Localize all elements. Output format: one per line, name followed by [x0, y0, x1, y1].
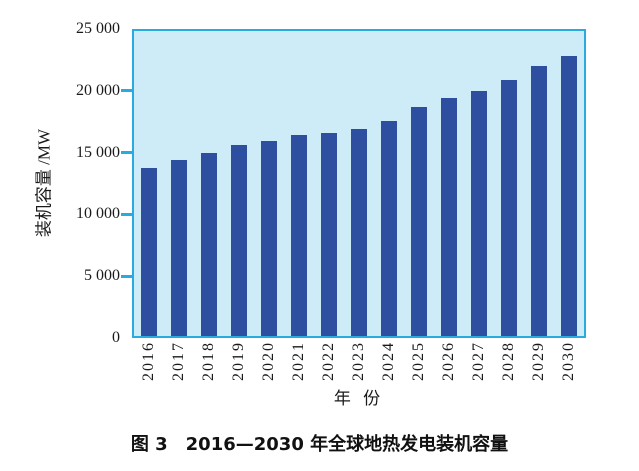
bar-2027	[471, 90, 487, 336]
y-tick-mark	[121, 274, 133, 278]
y-tick-mark	[121, 212, 133, 216]
y-tick-label: 15 000	[76, 143, 120, 161]
y-axis-tick-labels: 0 5 000 10 000 15 000 20 000 25 000	[0, 20, 126, 346]
bar-2024	[381, 121, 397, 336]
y-tick-label: 10 000	[76, 205, 120, 223]
bar-2017	[171, 160, 187, 336]
bar-2029	[531, 66, 547, 336]
plot-area	[132, 29, 586, 338]
bar-2023	[351, 128, 367, 336]
bar-2025	[411, 107, 427, 336]
y-tick-label: 20 000	[76, 81, 120, 99]
y-tick-mark	[121, 89, 133, 93]
y-axis-tick-marks	[121, 29, 133, 338]
bar-2016	[141, 168, 157, 336]
bar-2021	[291, 135, 307, 336]
bar-2019	[231, 144, 247, 336]
y-tick-label: 5 000	[84, 267, 120, 285]
y-tick-mark	[121, 151, 133, 155]
bar-2018	[201, 153, 217, 336]
bar-2030	[561, 56, 577, 336]
y-tick-label: 0	[112, 329, 120, 346]
y-tick-label: 25 000	[76, 20, 120, 37]
figure-caption: 图 3 2016—2030 年全球地热发电装机容量	[130, 434, 509, 455]
x-axis-title: 年 份	[333, 389, 385, 408]
bar-2020	[261, 140, 277, 336]
bar-2028	[501, 79, 517, 336]
bar-2026	[441, 98, 457, 336]
bar-2022	[321, 132, 337, 336]
